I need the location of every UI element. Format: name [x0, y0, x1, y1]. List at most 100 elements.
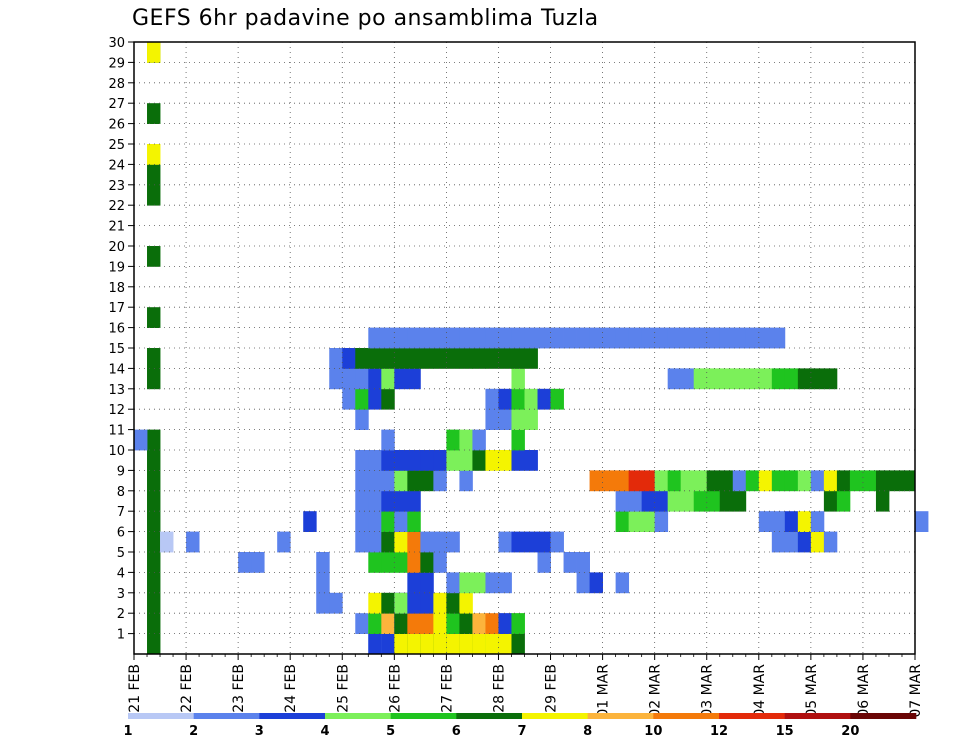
- heatmap-cell: [420, 531, 434, 553]
- heatmap-cell: [147, 552, 161, 573]
- heatmap-cell: [732, 327, 747, 349]
- heatmap-cell: [693, 327, 708, 349]
- colorbar-swatch: [587, 713, 654, 719]
- colorbar-swatch: [522, 713, 588, 719]
- heatmap-cell: [511, 327, 525, 349]
- heatmap-cell: [771, 531, 786, 553]
- heatmap-cell: [147, 42, 161, 63]
- heatmap-cell: [537, 552, 551, 573]
- heatmap-cell: [654, 327, 669, 349]
- heatmap-cell: [355, 450, 369, 471]
- heatmap-cell: [316, 552, 330, 573]
- colorbar-label: 2: [189, 724, 198, 739]
- heatmap-cell: [706, 327, 721, 349]
- colorbar-swatch: [193, 713, 260, 719]
- heatmap-cell: [511, 450, 525, 471]
- heatmap-cell: [433, 327, 447, 349]
- heatmap-cell: [823, 490, 838, 512]
- heatmap-cell: [498, 633, 512, 655]
- heatmap-cell: [407, 368, 421, 390]
- y-tick-label: 21: [108, 220, 125, 235]
- heatmap-cell: [615, 470, 630, 492]
- heatmap-cell: [511, 388, 525, 410]
- heatmap-cell: [628, 490, 643, 512]
- heatmap-cell: [472, 348, 486, 369]
- heatmap-cell: [381, 470, 395, 492]
- heatmap-cell: [394, 552, 408, 573]
- heatmap-cell: [615, 327, 630, 349]
- heatmap-cell: [446, 450, 460, 471]
- heatmap-cell: [511, 633, 525, 655]
- colorbar-swatch: [259, 713, 326, 719]
- y-tick-label: 22: [108, 199, 125, 214]
- heatmap-cell: [758, 470, 773, 492]
- heatmap-cell: [693, 470, 708, 492]
- heatmap-cell: [511, 531, 525, 553]
- heatmap-cell: [433, 470, 447, 492]
- heatmap-cell: [147, 348, 161, 369]
- heatmap-cell: [797, 368, 812, 390]
- heatmap-cell: [355, 531, 369, 553]
- heatmap-cell: [784, 368, 799, 390]
- x-tick-label: 06 MAR: [856, 664, 872, 718]
- heatmap-cell: [355, 470, 369, 492]
- y-tick-label: 25: [108, 138, 125, 153]
- heatmap-cell: [381, 552, 395, 573]
- heatmap-cell: [147, 613, 161, 634]
- heatmap-cell: [251, 552, 265, 573]
- y-tick-label: 2: [117, 607, 125, 622]
- heatmap-cell: [407, 531, 421, 553]
- heatmap-cell: [368, 327, 382, 349]
- y-tick-label: 30: [108, 36, 125, 51]
- heatmap-cell: [771, 368, 786, 390]
- heatmap-cell: [810, 511, 825, 532]
- x-tick-label: 21 FEB: [127, 664, 143, 713]
- heatmap-cell: [420, 592, 434, 614]
- heatmap-cell: [394, 511, 408, 532]
- heatmap-cell: [719, 490, 734, 512]
- heatmap-cell: [654, 490, 669, 512]
- heatmap-cell: [550, 388, 564, 410]
- heatmap-cell: [329, 592, 343, 614]
- heatmap-cell: [433, 450, 447, 471]
- heatmap-cell: [537, 531, 551, 553]
- heatmap-cell: [823, 470, 838, 492]
- heatmap-cell: [641, 490, 656, 512]
- heatmap-cell: [368, 470, 382, 492]
- heatmap-cell: [888, 470, 903, 492]
- y-tick-label: 15: [108, 342, 125, 357]
- heatmap-cell: [472, 327, 486, 349]
- heatmap-cell: [537, 327, 551, 349]
- heatmap-cell: [446, 348, 460, 369]
- heatmap-cell: [771, 511, 786, 532]
- heatmap-cell: [472, 450, 486, 471]
- heatmap-cell: [680, 490, 695, 512]
- heatmap-cell: [693, 368, 708, 390]
- heatmap-cell: [485, 409, 499, 430]
- heatmap-cell: [524, 327, 538, 349]
- heatmap-cell: [420, 572, 434, 594]
- heatmap-cell: [407, 450, 421, 471]
- heatmap-cell: [394, 531, 408, 553]
- heatmap-cell: [498, 388, 512, 410]
- heatmap-cell: [511, 348, 525, 369]
- heatmap-cells: [134, 42, 929, 655]
- grid-lines: [134, 42, 915, 654]
- heatmap-cell: [875, 470, 890, 492]
- heatmap-cell: [407, 348, 421, 369]
- heatmap-cell: [498, 450, 512, 471]
- heatmap-cell: [160, 531, 174, 553]
- heatmap-cell: [797, 470, 812, 492]
- x-tick-label: 26 FEB: [387, 664, 403, 713]
- colorbar-swatch: [128, 713, 194, 719]
- heatmap-cell: [368, 511, 382, 532]
- heatmap-cell: [407, 572, 421, 594]
- heatmap-cell: [784, 531, 799, 553]
- heatmap-cell: [485, 348, 499, 369]
- colorbar-label: 10: [644, 724, 662, 739]
- heatmap-cell: [381, 368, 395, 390]
- heatmap-cell: [745, 327, 760, 349]
- colorbar-label: 1: [123, 724, 132, 739]
- y-tick-label: 12: [108, 403, 125, 418]
